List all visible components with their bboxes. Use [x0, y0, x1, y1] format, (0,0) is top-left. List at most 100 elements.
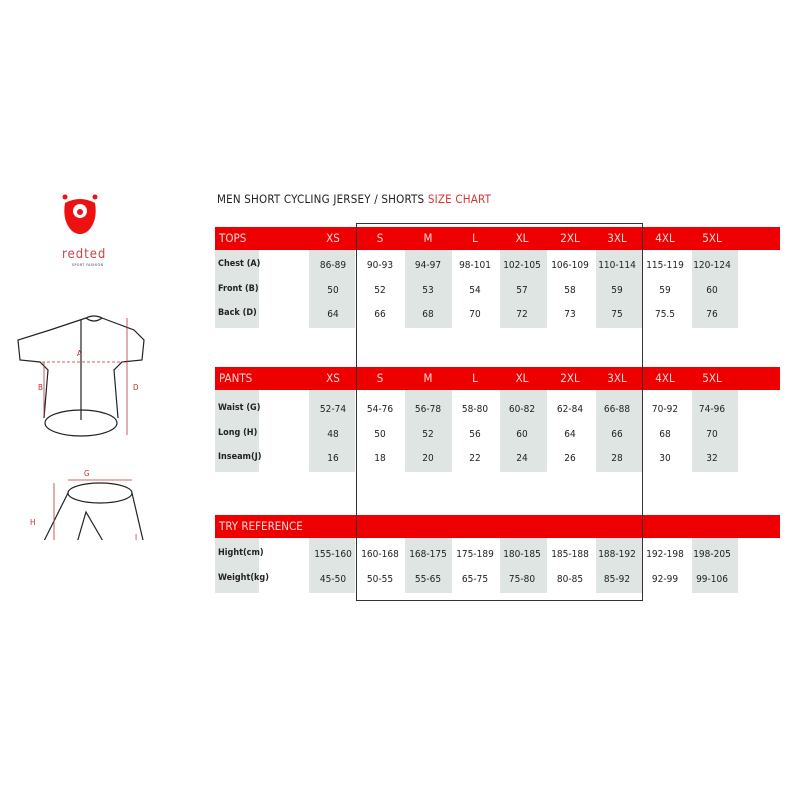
cell-value: 59 [659, 285, 671, 296]
cell-value: 54 [469, 285, 481, 296]
cell-value: 70 [706, 429, 718, 440]
cell-value: 168-175 [409, 549, 447, 560]
cell-value: 18 [374, 453, 386, 464]
cell-value: 75-80 [508, 574, 536, 585]
section-title: TRY REFERENCE [219, 519, 303, 533]
size-header: XL [515, 371, 529, 385]
size-header: 4XL [655, 231, 675, 245]
cell-value: 185-188 [551, 549, 589, 560]
cell-value: 58-80 [461, 404, 489, 415]
column-shade [215, 250, 259, 328]
highlight-box [356, 223, 643, 601]
size-header: 4XL [655, 371, 675, 385]
cell-value: 50 [327, 285, 339, 296]
label-h: H [30, 518, 35, 527]
cell-value: 45-50 [319, 574, 347, 585]
column-shade [500, 390, 547, 472]
cell-value: 115-119 [646, 260, 684, 271]
row-label: Waist (G) [218, 403, 261, 413]
title-highlight: SIZE CHART [427, 192, 492, 206]
column-shade [309, 390, 355, 472]
title-main: MEN SHORT CYCLING JERSEY / SHORTS [217, 192, 425, 206]
cell-value: 54-76 [366, 404, 394, 415]
size-header: 5XL [702, 371, 722, 385]
cell-value: 60 [516, 429, 528, 440]
cell-value: 75 [611, 309, 623, 320]
column-shade [405, 538, 452, 593]
size-header: XL [515, 231, 529, 245]
cell-value: 66 [374, 309, 386, 320]
cell-value: 68 [659, 429, 671, 440]
cell-value: 66 [611, 429, 623, 440]
cell-value: 58 [564, 285, 576, 296]
cell-value: 59 [611, 285, 623, 296]
cell-value: 52-74 [319, 404, 347, 415]
cell-value: 98-101 [459, 260, 491, 271]
cell-value: 106-109 [551, 260, 589, 271]
size-header: XS [326, 371, 340, 385]
size-header: 2XL [560, 231, 580, 245]
cell-value: 120-124 [693, 260, 731, 271]
cell-value: 64 [327, 309, 339, 320]
row-label: Back (D) [218, 308, 257, 318]
label-a: A [77, 349, 82, 358]
cell-value: 72 [516, 309, 528, 320]
cell-value: 76 [706, 309, 718, 320]
column-shade [405, 390, 452, 472]
size-header: S [376, 231, 384, 245]
row-label: Long (H) [218, 428, 258, 438]
label-g: G [84, 469, 90, 478]
cell-value: 26 [564, 453, 576, 464]
column-shade [215, 390, 259, 472]
size-header: 5XL [702, 231, 722, 245]
size-header: 3XL [607, 371, 627, 385]
cell-value: 90-93 [366, 260, 394, 271]
column-shade [405, 250, 452, 328]
row-label: Hight(cm) [218, 548, 264, 558]
size-header: L [472, 231, 478, 245]
cell-value: 52 [422, 429, 434, 440]
cell-value: 188-192 [598, 549, 636, 560]
garment-diagram: A B D G H J [17, 315, 145, 540]
column-shade [309, 538, 355, 593]
row-label: Inseam(J) [218, 452, 262, 462]
row-label: Weight(kg) [218, 573, 269, 583]
cell-value: 73 [564, 309, 576, 320]
cell-value: 68 [422, 309, 434, 320]
cell-value: 70 [469, 309, 481, 320]
column-shade [692, 538, 738, 593]
cell-value: 57 [516, 285, 528, 296]
cell-value: 16 [327, 453, 339, 464]
column-shade [500, 250, 547, 328]
cell-value: 198-205 [693, 549, 731, 560]
cell-value: 30 [659, 453, 671, 464]
cell-value: 50 [374, 429, 386, 440]
cell-value: 75.5 [654, 309, 676, 320]
bear-logo-icon [62, 194, 98, 234]
cell-value: 94-97 [414, 260, 442, 271]
cell-value: 110-114 [598, 260, 636, 271]
size-header: M [423, 231, 433, 245]
cell-value: 20 [422, 453, 434, 464]
column-shade [596, 250, 642, 328]
cell-value: 48 [327, 429, 339, 440]
cell-value: 92-99 [651, 574, 679, 585]
cell-value: 55-65 [414, 574, 442, 585]
column-shade [309, 250, 355, 328]
column-shade [596, 390, 642, 472]
size-header: XS [326, 231, 340, 245]
cell-value: 102-105 [503, 260, 541, 271]
cell-value: 160-168 [361, 549, 399, 560]
cell-value: 56-78 [414, 404, 442, 415]
cell-value: 60 [706, 285, 718, 296]
label-b: B [38, 383, 43, 392]
cell-value: 60-82 [508, 404, 536, 415]
size-header: 2XL [560, 371, 580, 385]
size-header: 3XL [607, 231, 627, 245]
brand-tagline: SPORT FASHION [72, 263, 104, 267]
cell-value: 180-185 [503, 549, 541, 560]
column-shade [692, 250, 738, 328]
cell-value: 99-106 [696, 574, 728, 585]
cell-value: 155-160 [314, 549, 352, 560]
column-shade [500, 538, 547, 593]
